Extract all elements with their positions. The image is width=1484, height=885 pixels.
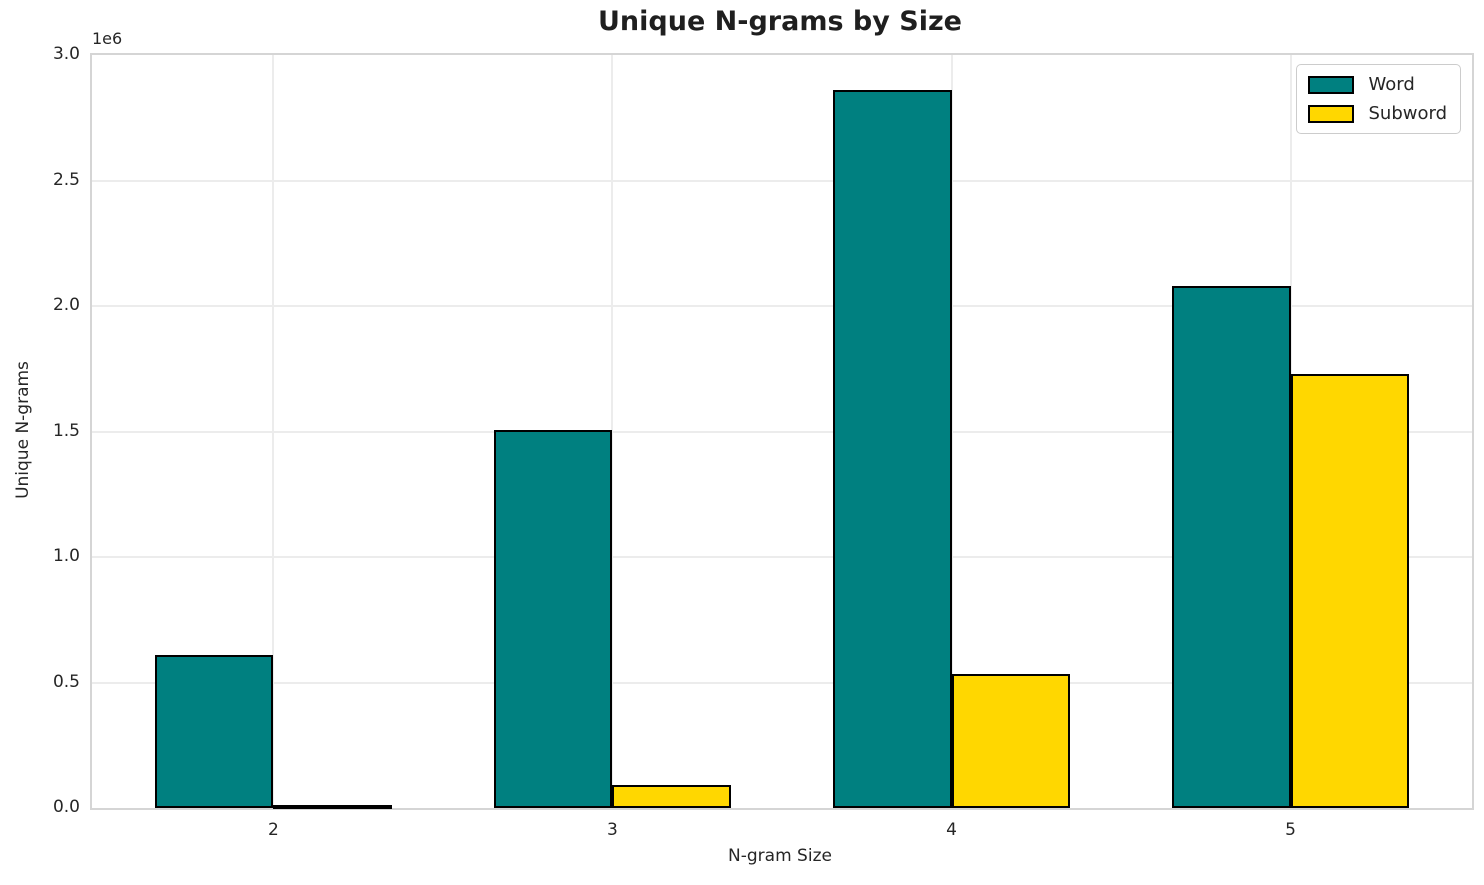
legend-label-subword: Subword — [1368, 103, 1447, 124]
bar-word-2 — [154, 654, 274, 808]
bar-subword-5 — [1290, 373, 1410, 808]
y-tick-label: 0.0 — [52, 797, 80, 817]
y-gridline — [92, 430, 1472, 433]
bar-subword-4 — [951, 673, 1071, 808]
word-swatch-icon — [1308, 75, 1355, 94]
x-gridline — [950, 55, 953, 808]
x-tick-label: 4 — [946, 820, 957, 840]
bar-subword-2 — [273, 804, 393, 809]
bar-word-5 — [1171, 285, 1291, 808]
y-gridline — [92, 305, 1472, 307]
x-tick-label: 5 — [1285, 820, 1296, 840]
y-tick-label: 2.0 — [52, 295, 80, 315]
x-tick-label: 3 — [607, 820, 618, 840]
bar-word-4 — [832, 90, 952, 808]
y-gridline — [92, 179, 1472, 182]
y-tick-label: 1.0 — [52, 546, 80, 566]
y-tick-label: 1.5 — [52, 420, 80, 441]
x-gridline — [611, 55, 614, 808]
legend-entry-word: Word — [1308, 74, 1447, 95]
legend: Word Subword — [1296, 64, 1461, 134]
y-axis-offset-label: 1e6 — [92, 29, 123, 48]
bar-subword-3 — [612, 784, 732, 808]
legend-entry-subword: Subword — [1308, 103, 1447, 124]
y-gridline — [92, 681, 1472, 684]
y-tick-label: 2.5 — [52, 169, 80, 190]
x-axis-label: N-gram Size — [728, 846, 832, 866]
subword-swatch-icon — [1308, 104, 1355, 123]
bar-word-3 — [493, 430, 613, 808]
y-gridline — [92, 556, 1472, 558]
y-tick-label: 0.5 — [52, 671, 80, 692]
chart-title: Unique N-grams by Size — [598, 6, 962, 37]
x-tick-label: 2 — [267, 820, 279, 840]
plot-area: Word Subword 0.0 0.5 1.0 1.5 2.0 2.5 3.0 2 3 4 5 — [53, 44, 1474, 840]
y-tick-label: 3.0 — [52, 44, 80, 64]
legend-label-word: Word — [1368, 74, 1415, 95]
x-gridline — [272, 55, 275, 808]
